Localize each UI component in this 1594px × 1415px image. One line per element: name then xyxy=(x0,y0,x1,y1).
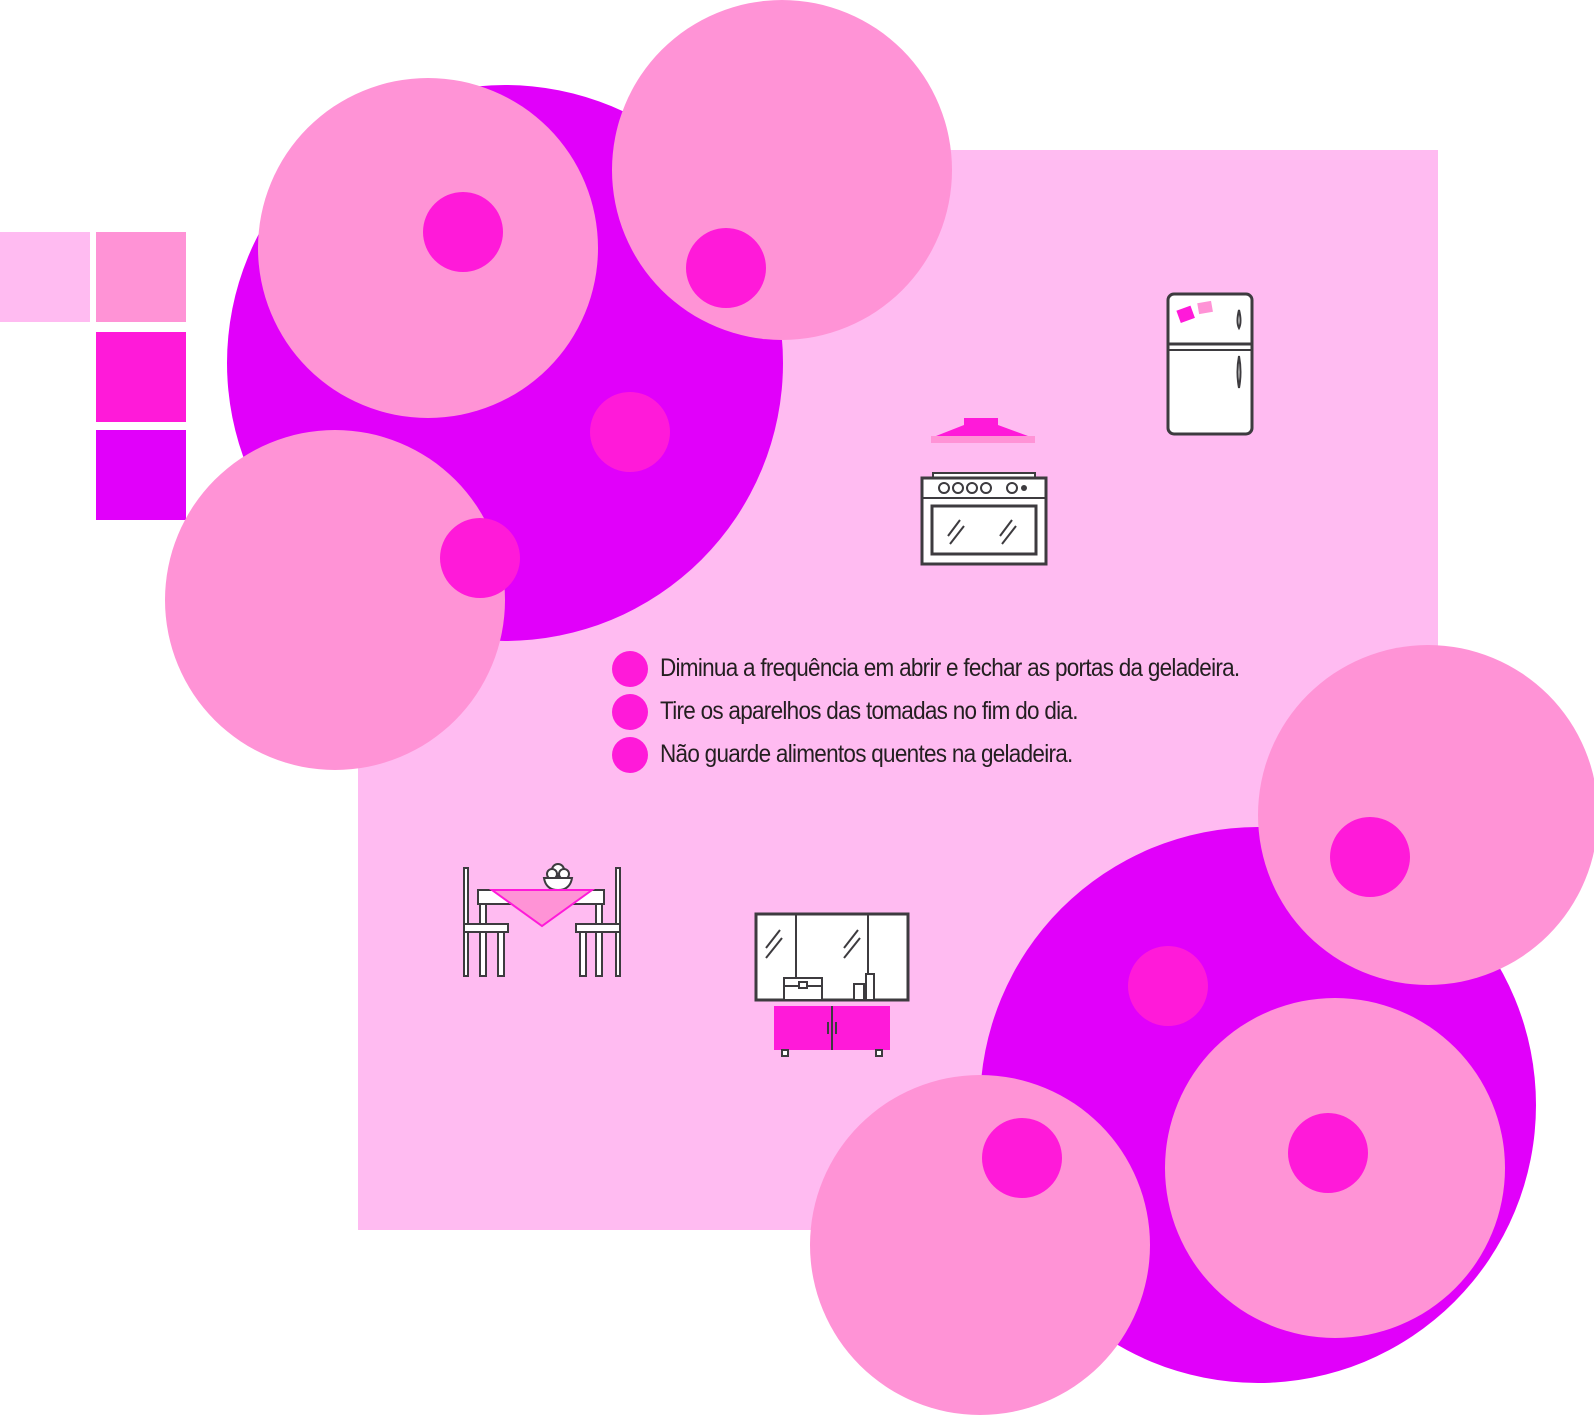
tip-item: Não guarde alimentos quentes na geladeir… xyxy=(612,733,1312,776)
range-hood-icon xyxy=(931,418,1035,443)
tips-list: Diminua a frequência em abrir e fechar a… xyxy=(612,647,1312,776)
tip-text: Tire os aparelhos das tomadas no fim do … xyxy=(660,697,1078,725)
kitchen-cabinet-icon xyxy=(754,912,910,1057)
decor-dot xyxy=(1330,817,1410,897)
refrigerator-icon xyxy=(1166,292,1254,436)
bullet-dot xyxy=(612,736,648,773)
decor-circle xyxy=(612,0,952,340)
tip-text: Não guarde alimentos quentes na geladeir… xyxy=(660,740,1073,768)
dining-table-icon xyxy=(463,863,621,977)
decor-dot xyxy=(982,1118,1062,1198)
swatch-magenta xyxy=(96,430,186,520)
decor-dot xyxy=(590,392,670,472)
decor-dot xyxy=(423,192,503,272)
bullet-dot xyxy=(612,650,648,687)
decor-circle xyxy=(165,430,505,770)
decor-dot xyxy=(1128,946,1208,1026)
stove-oven-icon xyxy=(920,472,1048,566)
bullet-dot xyxy=(612,693,648,730)
swatch-hot-pink xyxy=(96,332,186,422)
tip-text: Diminua a frequência em abrir e fechar a… xyxy=(660,654,1240,682)
tip-item: Tire os aparelhos das tomadas no fim do … xyxy=(612,690,1312,733)
decor-dot xyxy=(440,518,520,598)
decor-circle xyxy=(810,1075,1150,1415)
tip-item: Diminua a frequência em abrir e fechar a… xyxy=(612,647,1312,690)
decor-dot xyxy=(1288,1113,1368,1193)
decor-dot xyxy=(686,228,766,308)
swatch-medium-pink xyxy=(96,232,186,322)
swatch-light-pink xyxy=(0,232,90,322)
decor-circle xyxy=(1258,645,1594,985)
